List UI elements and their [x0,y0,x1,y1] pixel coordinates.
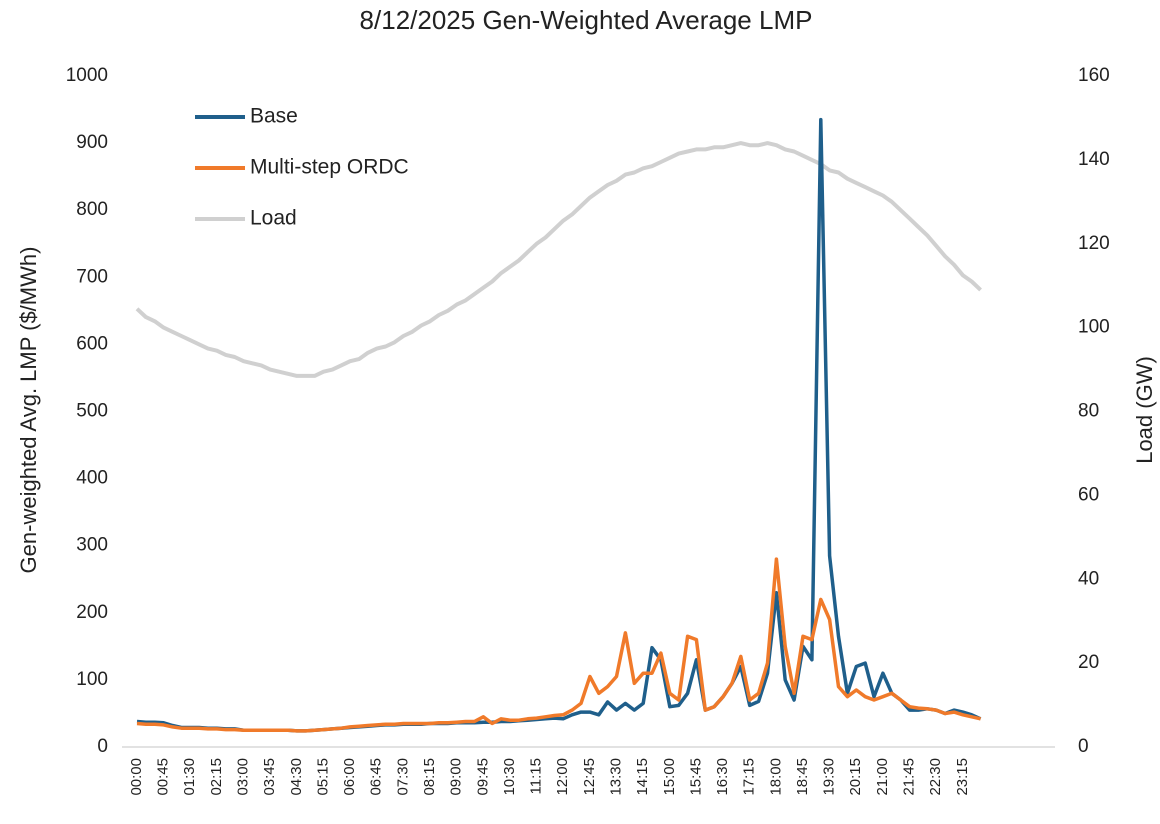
y-tick-label: 300 [76,535,108,556]
x-tick-label: 21:45 [901,758,918,796]
x-tick-label: 23:15 [954,758,971,796]
x-tick-label: 17:15 [741,758,758,796]
x-tick-label: 00:00 [128,758,145,796]
y2-tick-label: 140 [1078,149,1110,170]
series-line [136,557,981,733]
y2-tick-label: 60 [1078,484,1099,505]
y-tick-label: 100 [76,669,108,690]
x-tick-label: 14:15 [634,758,651,796]
legend-label: Base [250,105,298,128]
x-tick-label: 03:45 [261,758,278,796]
legend-label: Multi-step ORDC [250,156,409,179]
x-tick-label: 18:00 [767,758,784,796]
x-tick-label: 07:30 [394,758,411,796]
y-tick-label: 700 [76,266,108,287]
y2-tick-label: 120 [1078,233,1110,254]
y2-tick-label: 0 [1078,736,1089,757]
x-tick-label: 09:45 [474,758,491,796]
x-tick-label: 18:45 [794,758,811,796]
y2-tick-label: 40 [1078,568,1099,589]
x-tick-label: 12:00 [554,758,571,796]
y-tick-label: 1000 [66,65,108,86]
x-tick-label: 02:15 [208,758,225,796]
y-tick-label: 400 [76,468,108,489]
chart-title: 8/12/2025 Gen-Weighted Average LMP [360,5,813,35]
y-tick-label: 900 [76,132,108,153]
x-tick-label: 22:30 [927,758,944,796]
y-tick-label: 200 [76,602,108,623]
x-tick-label: 15:45 [687,758,704,796]
x-tick-label: 12:45 [581,758,598,796]
x-tick-label: 03:00 [235,758,252,796]
x-tick-label: 04:30 [288,758,305,796]
legend-label: Load [250,207,297,230]
x-tick-label: 21:00 [874,758,891,796]
x-tick-label: 09:00 [448,758,465,796]
x-tick-label: 16:30 [714,758,731,796]
y-tick-label: 0 [97,736,108,757]
y2-tick-label: 20 [1078,652,1099,673]
x-tick-label: 10:30 [501,758,518,796]
x-tick-label: 15:00 [661,758,678,796]
x-tick-label: 08:15 [421,758,438,796]
y2-axis-title: Load (GW) [1132,356,1157,464]
x-tick-label: 06:45 [368,758,385,796]
y2-tick-label: 160 [1078,65,1110,86]
y-tick-label: 500 [76,401,108,422]
x-tick-label: 20:15 [847,758,864,796]
x-tick-label: 00:45 [155,758,172,796]
y-axis-title: Gen-weighted Avg. LMP ($/MWh) [16,247,41,574]
y-tick-label: 600 [76,333,108,354]
x-tick-label: 11:15 [528,758,545,794]
y2-tick-label: 100 [1078,317,1110,338]
x-tick-label: 01:30 [181,758,198,796]
x-tick-label: 06:00 [341,758,358,796]
x-tick-label: 05:15 [314,758,331,796]
x-tick-label: 13:30 [607,758,624,796]
series-line [135,141,982,378]
y-tick-label: 800 [76,199,108,220]
y2-tick-label: 80 [1078,401,1099,422]
x-tick-label: 19:30 [821,758,838,796]
